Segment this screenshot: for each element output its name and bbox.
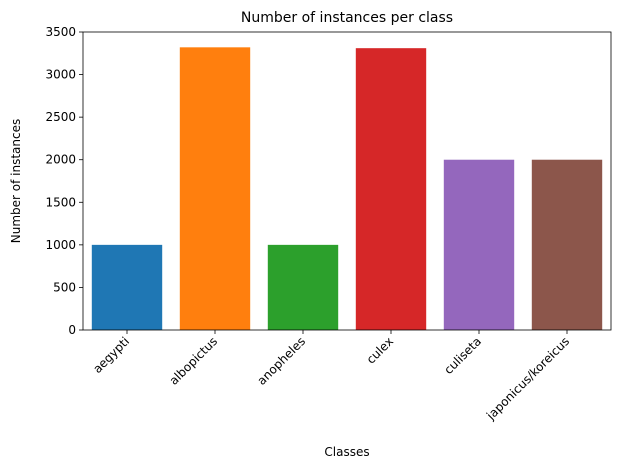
bar-aegypti bbox=[91, 244, 163, 330]
x-tick-label: anopheles bbox=[254, 334, 308, 388]
y-tick-label: 2000 bbox=[45, 153, 76, 167]
y-tick-label: 3500 bbox=[45, 25, 76, 39]
y-tick-label: 0 bbox=[68, 323, 76, 337]
plot-frame bbox=[82, 31, 612, 331]
y-tick-label: 500 bbox=[53, 280, 76, 294]
bar-culiseta bbox=[443, 159, 515, 330]
x-tick-label: aegypti bbox=[90, 334, 132, 376]
bar-culex bbox=[355, 48, 427, 330]
x-axis-label: Classes bbox=[324, 445, 369, 459]
x-tick-label: japonicus/koreicus bbox=[483, 334, 572, 423]
y-tick-label: 1000 bbox=[45, 238, 76, 252]
chart-title: Number of instances per class bbox=[241, 10, 453, 26]
y-axis-label: Number of instances bbox=[9, 119, 23, 244]
y-tick-label: 3000 bbox=[45, 68, 76, 82]
y-tick-label: 2500 bbox=[45, 110, 76, 124]
bar-anopheles bbox=[267, 244, 339, 330]
x-tick-label: culex bbox=[364, 334, 396, 366]
y-tick-label: 1500 bbox=[45, 195, 76, 209]
bar-albopictus bbox=[179, 47, 251, 330]
x-tick-label: culiseta bbox=[441, 334, 484, 377]
bar-japonicus-koreicus bbox=[531, 159, 603, 330]
x-tick-label: albopictus bbox=[167, 334, 221, 388]
plot-area: 0 500 1000 1500 2000 2500 3000 3500 aegypti albop… bbox=[45, 25, 612, 423]
